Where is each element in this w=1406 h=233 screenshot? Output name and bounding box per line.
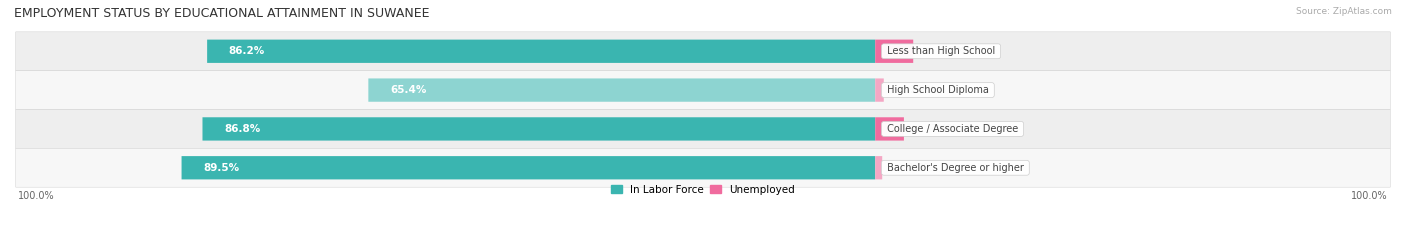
FancyBboxPatch shape (181, 156, 875, 179)
Text: Bachelor's Degree or higher: Bachelor's Degree or higher (884, 163, 1026, 173)
Text: Less than High School: Less than High School (884, 46, 998, 56)
FancyBboxPatch shape (15, 71, 1391, 110)
FancyBboxPatch shape (875, 117, 904, 140)
FancyBboxPatch shape (368, 79, 875, 102)
Text: 1.8%: 1.8% (908, 163, 935, 173)
FancyBboxPatch shape (207, 40, 875, 63)
FancyBboxPatch shape (875, 40, 914, 63)
Text: EMPLOYMENT STATUS BY EDUCATIONAL ATTAINMENT IN SUWANEE: EMPLOYMENT STATUS BY EDUCATIONAL ATTAINM… (14, 7, 430, 20)
FancyBboxPatch shape (875, 79, 884, 102)
FancyBboxPatch shape (15, 32, 1391, 71)
Legend: In Labor Force, Unemployed: In Labor Force, Unemployed (607, 181, 799, 199)
Text: 100.0%: 100.0% (1351, 191, 1388, 201)
Text: 100.0%: 100.0% (18, 191, 55, 201)
Text: 86.8%: 86.8% (224, 124, 260, 134)
Text: 2.2%: 2.2% (910, 85, 936, 95)
FancyBboxPatch shape (15, 148, 1391, 187)
Text: 89.5%: 89.5% (202, 163, 239, 173)
Text: 65.4%: 65.4% (389, 85, 426, 95)
Text: 7.4%: 7.4% (929, 124, 956, 134)
Text: Source: ZipAtlas.com: Source: ZipAtlas.com (1296, 7, 1392, 16)
FancyBboxPatch shape (15, 110, 1391, 148)
Text: 9.8%: 9.8% (939, 46, 966, 56)
Text: 86.2%: 86.2% (229, 46, 264, 56)
Text: High School Diploma: High School Diploma (884, 85, 991, 95)
FancyBboxPatch shape (875, 156, 882, 179)
Text: College / Associate Degree: College / Associate Degree (884, 124, 1021, 134)
FancyBboxPatch shape (202, 117, 875, 140)
